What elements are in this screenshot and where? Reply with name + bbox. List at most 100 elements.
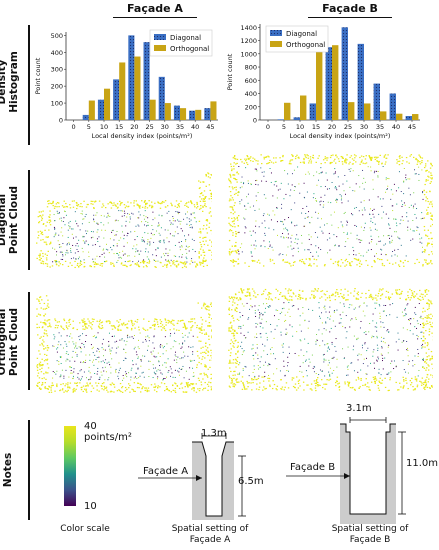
cloud-point (38, 259, 41, 261)
cloud-point (282, 259, 285, 261)
cloud-point (105, 371, 107, 373)
cloud-point (203, 251, 206, 253)
cloud-point (423, 324, 425, 326)
cloud-point (417, 323, 419, 325)
cloud-point (200, 352, 202, 354)
cloud-point (426, 376, 428, 378)
cloud-point (282, 254, 284, 256)
cloud-point (200, 329, 203, 331)
cloud-point (237, 231, 239, 234)
cloud-point (228, 308, 230, 310)
cloud-point (117, 206, 119, 208)
cloud-point (375, 379, 378, 381)
cloud-point (394, 262, 397, 264)
cloud-point (164, 264, 166, 266)
cloud-point (110, 246, 112, 248)
cloud-point (250, 244, 252, 246)
cloud-point (345, 299, 347, 301)
cloud-point (87, 243, 89, 245)
cloud-point (77, 376, 79, 378)
cloud-point (299, 161, 302, 164)
cloud-point (327, 346, 329, 348)
cloud-point (282, 346, 284, 348)
cloud-point (136, 250, 138, 252)
cloud-point (43, 315, 45, 317)
cloud-point (413, 192, 415, 194)
cloud-point (119, 339, 121, 341)
cloud-point (230, 327, 232, 329)
cloud-point (373, 208, 375, 210)
cloud-point (253, 378, 255, 381)
cloud-point (50, 203, 53, 205)
cloud-point (362, 255, 364, 257)
cloud-point (231, 304, 234, 306)
cloud-point (426, 308, 429, 311)
cloud-point (350, 168, 352, 170)
cloud-point (413, 291, 416, 293)
cloud-point (234, 358, 237, 360)
cloud-point (186, 252, 188, 254)
cloud-point (359, 239, 361, 241)
cloud-point (236, 297, 238, 299)
cloud-point (48, 243, 51, 245)
cloud-point (166, 212, 168, 214)
cloud-point (187, 201, 190, 203)
cloud-point (154, 318, 156, 320)
cloud-point (325, 359, 327, 361)
cloud-point (359, 260, 362, 262)
cloud-point (357, 354, 359, 356)
cloud-point (331, 341, 333, 343)
cloud-point (44, 386, 46, 388)
cloud-point (377, 176, 379, 178)
cloud-point (313, 290, 315, 292)
cloud-point (100, 262, 102, 265)
cloud-point (287, 230, 289, 232)
cloud-point (285, 333, 287, 335)
cloud-point (102, 367, 104, 369)
legend-swatch (154, 45, 166, 51)
cloud-point (365, 333, 367, 335)
cloud-point (40, 364, 42, 366)
cloud-point (325, 157, 328, 159)
cloud-point (414, 169, 416, 171)
cloud-point (247, 291, 249, 293)
cloud-point (137, 346, 139, 348)
cloud-point (405, 379, 407, 381)
cloud-point (156, 321, 159, 323)
cloud-point (204, 381, 206, 384)
cloud-point (369, 294, 371, 297)
cloud-point (81, 210, 83, 212)
cloud-point (385, 213, 387, 215)
cloud-point (234, 202, 236, 204)
cloud-point (259, 361, 261, 363)
cloud-point (39, 353, 41, 355)
cloud-point (122, 323, 125, 325)
cloud-point (268, 241, 270, 243)
cloud-point (229, 359, 231, 361)
cloud-point (323, 358, 325, 360)
cloud-point (63, 319, 66, 322)
cloud-point (230, 352, 232, 354)
cloud-point (84, 320, 86, 323)
cloud-point (129, 218, 131, 220)
cloud-point (107, 391, 109, 393)
cloud-point (230, 321, 232, 323)
cloud-point (198, 340, 200, 342)
cloud-point (258, 386, 261, 388)
cloud-point (89, 378, 91, 380)
bar-orthogonal-45 (210, 101, 217, 120)
cloud-point (178, 220, 180, 222)
cloud-point (149, 360, 151, 362)
cloud-point (242, 351, 244, 353)
cloud-point (270, 298, 272, 300)
cloud-point (326, 223, 328, 225)
cloud-point (192, 212, 194, 214)
cloud-point (262, 327, 264, 329)
x-tick-label: 0 (72, 123, 76, 131)
cloud-point (328, 362, 330, 364)
cloud-point (161, 214, 163, 216)
cloud-point (245, 295, 248, 297)
cloud-point (209, 177, 211, 179)
x-axis-label: Local density index (points/m²) (92, 132, 193, 140)
cloud-point (270, 219, 272, 221)
